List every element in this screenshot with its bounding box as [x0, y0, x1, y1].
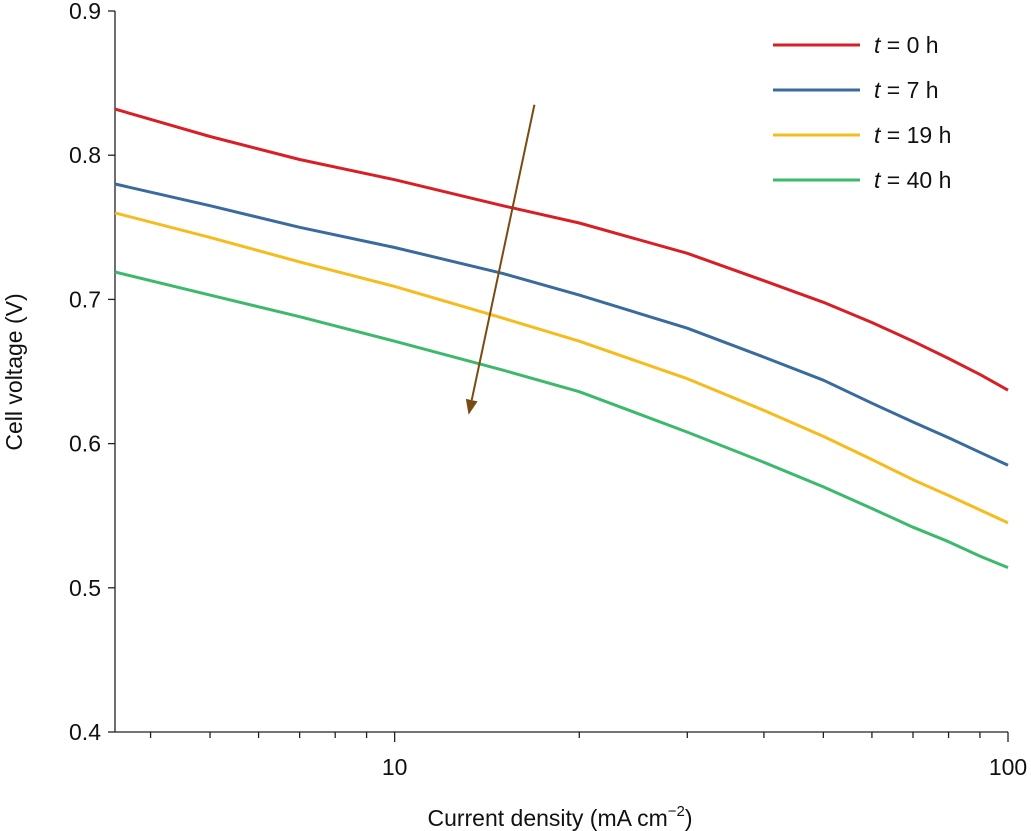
trend-arrow-shaft: [470, 104, 536, 401]
legend-label-4: t = 40 h: [874, 167, 951, 193]
y-tick-label: 0.4: [69, 719, 101, 745]
y-tick-label: 0.6: [69, 431, 101, 457]
x-axis-label-superscript: −2: [668, 803, 685, 820]
series-line-4: [114, 270, 1009, 569]
legend: t = 0 ht = 7 ht = 19 ht = 40 h: [773, 32, 951, 193]
legend-label-variable: t: [874, 122, 882, 148]
y-axis-label: Cell voltage (V): [1, 293, 27, 450]
y-tick-label: 0.5: [69, 575, 101, 601]
legend-label-variable: t: [874, 167, 882, 193]
axes: 0.4 0.5 0.6 0.7 0.8 0.9 10 100: [69, 0, 1027, 780]
legend-label-text: = 7 h: [880, 77, 938, 103]
y-tick-label: 0.8: [69, 142, 101, 168]
legend-label-text: = 19 h: [880, 122, 951, 148]
legend-label-variable: t: [874, 77, 882, 103]
x-tick-label: 10: [382, 754, 408, 780]
legend-label-text: = 40 h: [880, 167, 951, 193]
x-tick-label: 100: [989, 754, 1027, 780]
x-axis-label-end: ): [685, 805, 693, 831]
series-layer: [114, 107, 1009, 569]
y-tick-label: 0.9: [69, 0, 101, 24]
series-line-1: [114, 107, 1009, 392]
legend-label-3: t = 19 h: [874, 122, 951, 148]
series-line-2: [114, 182, 1009, 467]
legend-label-variable: t: [874, 32, 882, 58]
legend-label-1: t = 0 h: [874, 32, 939, 58]
arrow-layer: [465, 104, 536, 415]
x-axis-label-main: Current density (mA cm: [427, 805, 667, 831]
legend-label-text: = 0 h: [880, 32, 938, 58]
series-line-3: [114, 211, 1009, 525]
legend-label-2: t = 7 h: [874, 77, 939, 103]
y-tick-label: 0.7: [69, 286, 101, 312]
trend-arrow-head: [465, 398, 478, 415]
x-axis-label: Current density (mA cm−2): [427, 803, 692, 831]
